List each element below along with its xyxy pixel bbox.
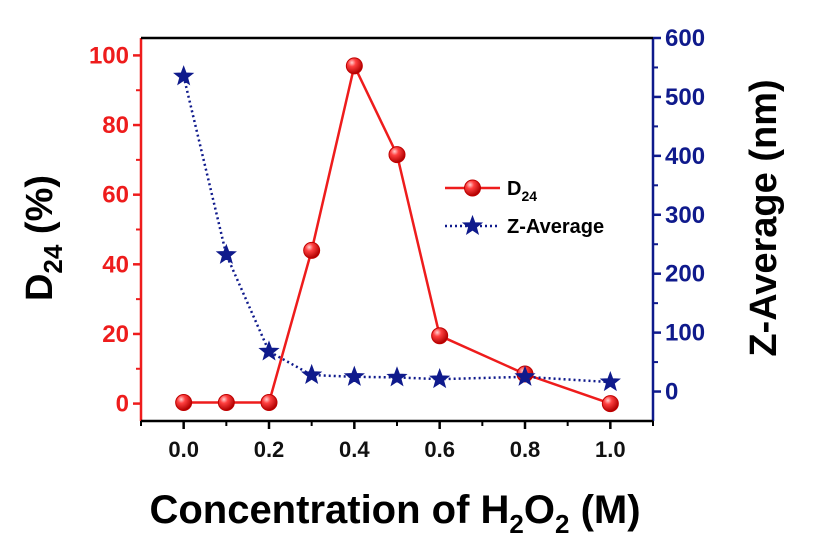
x-tick-label: 1.0 bbox=[595, 437, 626, 462]
series-z-average-point bbox=[386, 366, 408, 387]
left-tick-label: 100 bbox=[89, 42, 129, 69]
series-z-average-point bbox=[343, 365, 365, 386]
series-d24-point bbox=[388, 146, 406, 164]
x-axis-ticks: 0.0 0.2 0.4 0.6 0.8 1.0 bbox=[140, 421, 654, 462]
left-tick-label: 0 bbox=[116, 391, 129, 418]
series-d24-point bbox=[175, 394, 193, 412]
series-z-average-point bbox=[301, 363, 323, 385]
x-title-main: Concentration of H bbox=[149, 488, 509, 532]
series-z-average-point bbox=[258, 340, 280, 361]
series-d24-point bbox=[345, 57, 363, 75]
x-tick-label: 0.6 bbox=[424, 437, 455, 462]
series-z-average-point bbox=[429, 368, 451, 389]
x-axis-title: Concentration of H2O2 (M) bbox=[149, 488, 640, 539]
series-d24-point bbox=[303, 241, 321, 259]
x-tick-label: 0.4 bbox=[339, 437, 370, 462]
series-z-average-point bbox=[215, 243, 237, 264]
legend-d24-marker bbox=[464, 179, 481, 197]
x-title-sub2: 2 bbox=[555, 509, 569, 539]
left-tick-label: 80 bbox=[102, 112, 129, 139]
x-tick-label: 0.0 bbox=[168, 437, 199, 462]
series-z-average-point bbox=[514, 365, 536, 386]
legend: D24 Z-Average bbox=[445, 178, 604, 238]
right-tick-label: 400 bbox=[665, 143, 705, 170]
right-tick-label: 0 bbox=[665, 379, 678, 406]
right-tick-label: 200 bbox=[665, 261, 705, 288]
y-axis-right-title: Z-Average (nm) bbox=[743, 79, 785, 356]
right-tick-label: 300 bbox=[665, 202, 705, 229]
legend-z-average-label: Z-Average bbox=[507, 216, 604, 238]
y-axis-left-title: D24 (%) bbox=[19, 175, 68, 301]
series-d24-point bbox=[260, 394, 278, 412]
y-left-title-sub: 24 bbox=[38, 244, 68, 273]
x-tick-label: 0.8 bbox=[510, 437, 541, 462]
right-tick-label: 600 bbox=[665, 25, 705, 52]
left-tick-label: 20 bbox=[102, 321, 129, 348]
left-tick-label: 40 bbox=[102, 251, 129, 278]
y-left-title-tail: (%) bbox=[19, 175, 61, 245]
legend-z-average-marker bbox=[461, 214, 484, 236]
y-left-title-main: D bbox=[19, 274, 61, 301]
x-tick-label: 0.2 bbox=[254, 437, 285, 462]
right-tick-label: 500 bbox=[665, 84, 705, 111]
right-axis-ticks: 0 100 200 300 400 500 600 bbox=[653, 25, 705, 406]
series-d24-point bbox=[431, 327, 449, 345]
x-title-tail: (M) bbox=[569, 488, 640, 532]
series-d24-point bbox=[217, 394, 235, 412]
x-title-mid: O bbox=[524, 488, 555, 532]
x-title-sub1: 2 bbox=[509, 509, 523, 539]
right-tick-label: 100 bbox=[665, 320, 705, 347]
series-layer bbox=[173, 57, 621, 413]
series-d24-point bbox=[601, 395, 619, 413]
series-z-average-point bbox=[599, 370, 621, 392]
legend-d24-label: D24 bbox=[507, 178, 537, 204]
left-tick-label: 60 bbox=[102, 182, 129, 209]
left-axis-ticks: 0 20 40 60 80 100 bbox=[89, 42, 141, 418]
series-z-average-point bbox=[173, 65, 195, 86]
